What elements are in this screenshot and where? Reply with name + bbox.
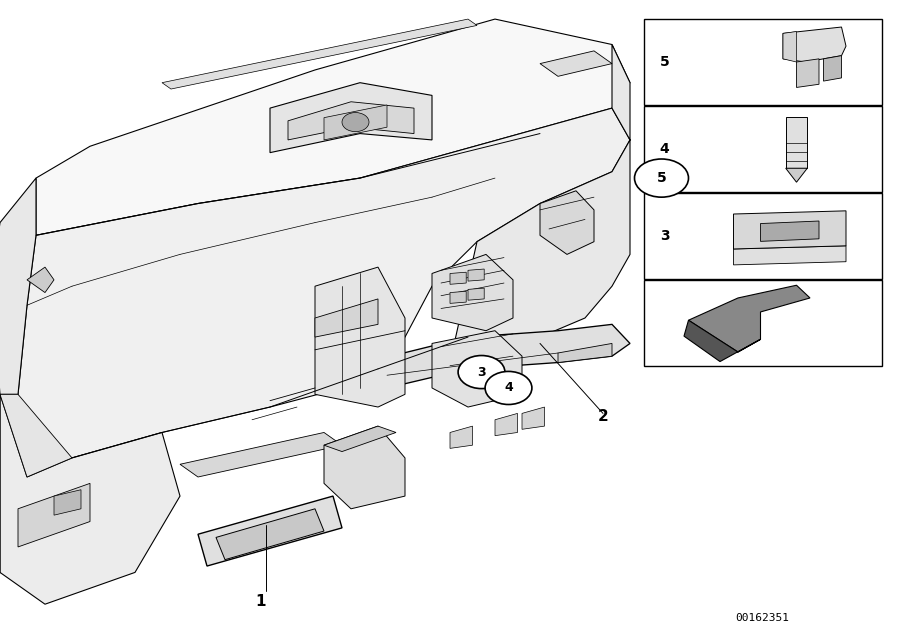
Polygon shape — [432, 331, 522, 407]
FancyBboxPatch shape — [644, 280, 882, 366]
Polygon shape — [36, 19, 630, 235]
Polygon shape — [468, 269, 484, 281]
Polygon shape — [786, 117, 807, 169]
Polygon shape — [27, 267, 54, 293]
Polygon shape — [734, 245, 846, 265]
Polygon shape — [324, 426, 405, 509]
Polygon shape — [786, 169, 807, 183]
Polygon shape — [18, 108, 630, 477]
Circle shape — [458, 356, 505, 389]
Polygon shape — [684, 321, 760, 361]
Polygon shape — [54, 490, 81, 515]
Text: 1: 1 — [256, 593, 266, 609]
Polygon shape — [432, 254, 513, 331]
Text: 5: 5 — [660, 55, 670, 69]
Polygon shape — [468, 288, 484, 300]
Polygon shape — [288, 102, 414, 140]
Text: 2: 2 — [598, 409, 608, 424]
Text: 4: 4 — [660, 142, 670, 156]
Polygon shape — [0, 178, 36, 394]
Text: 00162351: 00162351 — [735, 613, 789, 623]
Text: 4: 4 — [504, 382, 513, 394]
Polygon shape — [450, 272, 466, 284]
Circle shape — [634, 159, 688, 197]
Polygon shape — [162, 19, 477, 89]
Polygon shape — [324, 105, 387, 140]
Polygon shape — [378, 324, 630, 388]
Polygon shape — [0, 394, 180, 604]
Polygon shape — [558, 343, 612, 363]
Polygon shape — [450, 45, 630, 363]
Text: 3: 3 — [660, 229, 670, 244]
Circle shape — [342, 113, 369, 132]
Polygon shape — [315, 267, 405, 407]
Polygon shape — [270, 83, 432, 153]
Polygon shape — [0, 394, 72, 477]
Polygon shape — [315, 299, 378, 337]
Text: 5: 5 — [657, 171, 666, 185]
Polygon shape — [688, 286, 810, 352]
Polygon shape — [760, 221, 819, 241]
Polygon shape — [824, 55, 842, 81]
Polygon shape — [450, 291, 466, 303]
Polygon shape — [198, 496, 342, 566]
Text: 3: 3 — [477, 366, 486, 378]
Polygon shape — [450, 426, 472, 448]
Polygon shape — [522, 407, 544, 429]
Polygon shape — [783, 27, 846, 62]
Polygon shape — [495, 413, 518, 436]
Polygon shape — [324, 426, 396, 452]
Circle shape — [485, 371, 532, 404]
Polygon shape — [783, 31, 796, 62]
Polygon shape — [18, 483, 90, 547]
Polygon shape — [796, 59, 819, 88]
Polygon shape — [216, 509, 324, 560]
FancyBboxPatch shape — [644, 106, 882, 192]
Polygon shape — [540, 51, 612, 76]
Polygon shape — [180, 432, 342, 477]
FancyBboxPatch shape — [644, 19, 882, 105]
Polygon shape — [734, 211, 846, 249]
FancyBboxPatch shape — [644, 193, 882, 279]
Polygon shape — [540, 191, 594, 254]
